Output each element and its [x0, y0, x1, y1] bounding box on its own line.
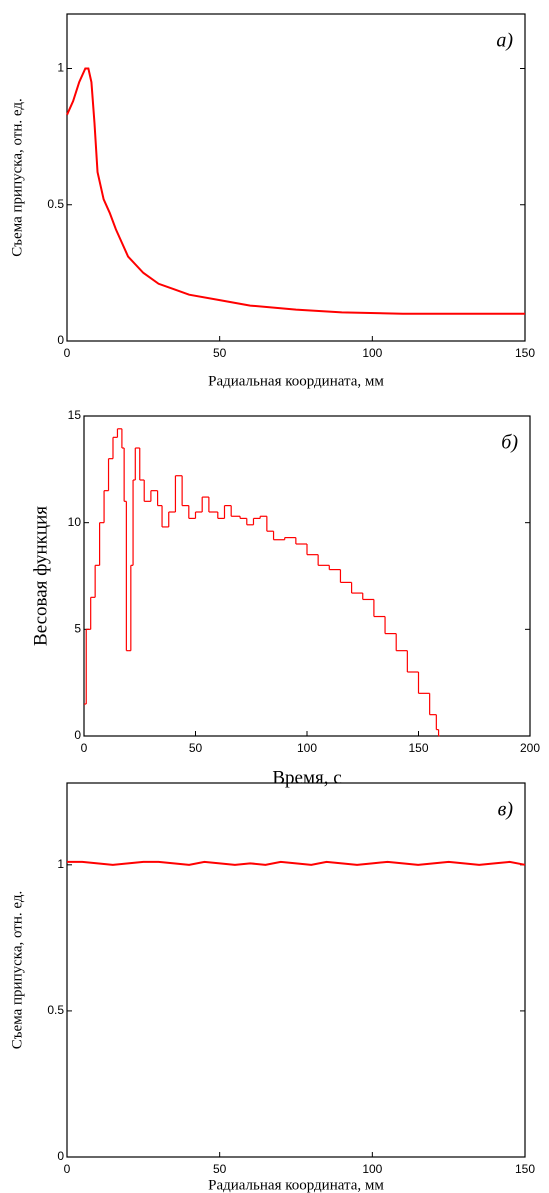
- data-line: [67, 860, 526, 866]
- panel-label: в): [498, 799, 514, 821]
- y-tick-label: 0.5: [47, 197, 64, 211]
- y-axis-label: Съема припуска, отн. ед.: [9, 891, 25, 1049]
- x-tick-label: 150: [515, 1162, 535, 1176]
- y-tick-label: 0.5: [47, 1003, 64, 1017]
- y-tick-label: 0: [74, 728, 81, 742]
- y-tick-label: 0: [57, 1149, 64, 1163]
- x-tick-label: 150: [515, 346, 535, 360]
- x-tick-label: 50: [213, 346, 227, 360]
- x-axis-label: Время, с: [272, 767, 341, 788]
- y-tick-label: 1: [57, 61, 64, 75]
- plot-frame: [66, 13, 526, 342]
- x-tick-label: 100: [362, 346, 382, 360]
- plot-frame: [83, 415, 531, 737]
- x-tick-label: 0: [64, 1162, 71, 1176]
- x-tick-label: 100: [297, 741, 317, 755]
- x-axis-label: Радиальная координата, мм: [208, 373, 384, 389]
- x-tick-label: 50: [189, 741, 203, 755]
- panel-label: б): [501, 432, 518, 454]
- x-tick-label: 0: [81, 741, 88, 755]
- x-tick-label: 100: [362, 1162, 382, 1176]
- plot-frame: [66, 782, 526, 1158]
- y-tick-label: 1: [57, 857, 64, 871]
- y-axis-label: Весовая функция: [30, 506, 51, 646]
- x-tick-label: 200: [520, 741, 540, 755]
- panel-label: а): [496, 30, 513, 52]
- x-tick-label: 0: [64, 346, 71, 360]
- y-axis-label: Съема припуска, отн. ед.: [9, 98, 25, 256]
- y-tick-label: 5: [74, 622, 81, 636]
- data-line: [66, 67, 525, 315]
- x-axis-label: Радиальная координата, мм: [208, 1177, 384, 1193]
- y-tick-label: 10: [68, 515, 82, 529]
- x-tick-label: 150: [408, 741, 428, 755]
- y-tick-label: 15: [68, 408, 82, 422]
- y-tick-label: 0: [57, 333, 64, 347]
- x-tick-label: 50: [213, 1162, 227, 1176]
